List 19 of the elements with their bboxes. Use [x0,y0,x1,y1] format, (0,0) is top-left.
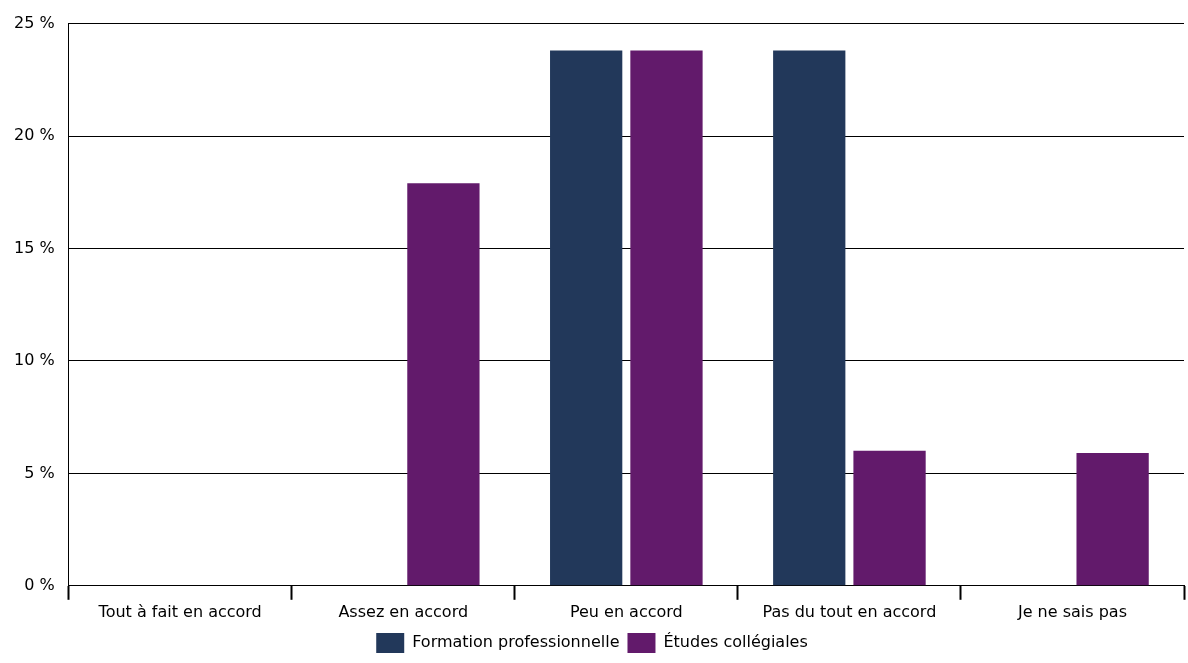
x-tick-label: Je ne sais pas [1016,601,1127,621]
legend-label: Études collégiales [663,632,808,652]
bar [853,450,926,586]
bar [1076,453,1149,586]
x-tick-label: Tout à fait en accord [97,601,262,621]
y-tick-label: 5 % [24,462,55,482]
bar [550,50,623,586]
bar [773,50,846,586]
x-tick-label: Peu en accord [569,601,683,621]
y-tick-label: 15 % [13,237,55,257]
bar [630,50,703,586]
x-tick-label: Assez en accord [338,601,469,621]
y-tick-label: 10 % [13,350,55,370]
x-tick-label: Pas du tout en accord [762,601,937,621]
y-tick-label: 20 % [13,125,55,145]
bar [407,183,480,586]
legend-label: Formation professionnelle [412,632,620,652]
y-tick-label: 25 % [13,12,55,32]
y-tick-label: 0 % [24,574,55,594]
